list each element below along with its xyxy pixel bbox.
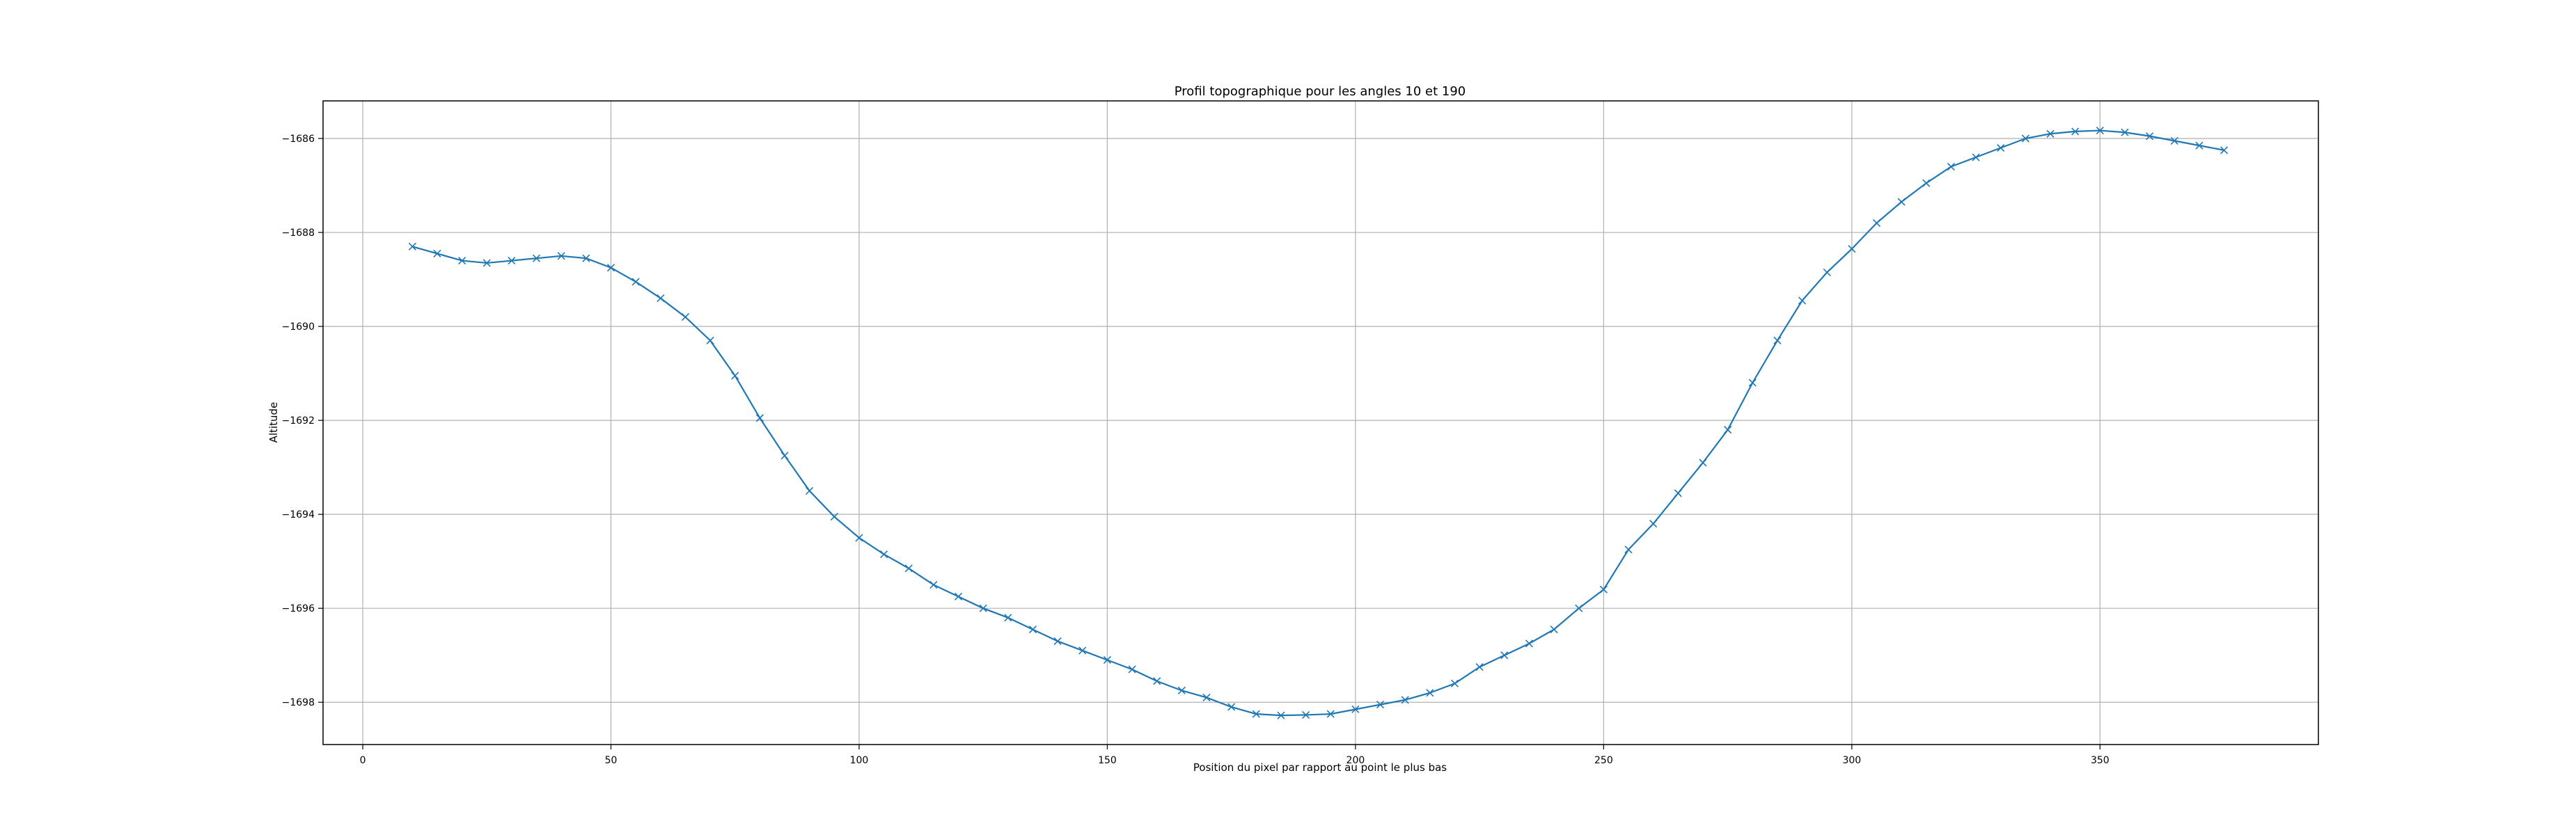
data-point-marker (1376, 701, 1385, 709)
y-tick-label: −1692 (282, 415, 315, 427)
data-point-marker (706, 336, 714, 344)
x-tick-label: 250 (1594, 755, 1613, 766)
y-tick-label: −1686 (282, 134, 315, 145)
data-point-marker (1153, 677, 1161, 685)
x-tick-label: 100 (850, 755, 869, 766)
data-point-marker (1624, 546, 1633, 554)
data-point-marker (1724, 426, 1732, 434)
y-tick-label: −1694 (282, 509, 315, 520)
data-point-marker (433, 249, 441, 257)
data-point-marker (1326, 710, 1335, 718)
y-axis-label: Altitude (267, 402, 280, 443)
data-point-marker (1475, 663, 1484, 671)
data-point-marker (2071, 127, 2080, 136)
data-point-marker (1599, 585, 1608, 594)
data-point-marker (1103, 655, 1112, 665)
data-point-marker (1128, 665, 1136, 674)
data-point-marker (2146, 132, 2154, 141)
data-point-marker (557, 252, 565, 260)
data-point-marker (1028, 626, 1037, 634)
data-point-marker (1997, 143, 2005, 152)
data-point-marker (880, 550, 888, 559)
y-tick-label: −1698 (282, 697, 315, 708)
plot-frame (322, 100, 2319, 745)
data-point-marker (780, 452, 789, 460)
data-point-marker (1699, 459, 1707, 467)
data-point-marker (1674, 489, 1682, 498)
data-point-marker (2170, 136, 2178, 145)
data-point-marker (1227, 703, 1236, 711)
data-point-marker (1872, 218, 1881, 228)
data-point-marker (1947, 162, 1955, 171)
data-point-marker (1550, 626, 1558, 634)
grid-lines (323, 101, 2318, 745)
data-point-marker (731, 372, 739, 380)
data-point-marker (929, 580, 938, 589)
data-point-marker (2220, 146, 2229, 154)
data-point-marker (2096, 126, 2104, 135)
data-point-marker (1277, 711, 1285, 719)
data-point-marker (1401, 696, 1409, 704)
data-point-marker (1078, 646, 1087, 655)
data-point-marker (1922, 179, 1931, 187)
data-point-marker (532, 254, 541, 262)
x-tick-label: 200 (1346, 755, 1365, 766)
data-point-marker (755, 414, 764, 422)
data-point-marker (1525, 639, 1533, 648)
data-point-marker (2021, 134, 2029, 143)
data-point-marker (1748, 379, 1757, 387)
data-point-marker (1823, 268, 1831, 277)
data-point-marker (458, 256, 466, 265)
data-point-marker (631, 278, 640, 286)
data-point-marker (1897, 198, 1906, 206)
data-point-marker (904, 564, 913, 573)
data-point-marker (1450, 679, 1459, 687)
data-point-marker (830, 512, 838, 521)
data-point-marker (1649, 520, 1658, 528)
x-tick-label: 300 (1842, 755, 1861, 766)
data-point-marker (606, 264, 615, 272)
data-point-marker (1351, 705, 1360, 713)
x-tick-label: 350 (2091, 755, 2110, 766)
data-point-marker (1202, 693, 1211, 702)
data-point-marker (1972, 153, 1980, 161)
data-point-marker (657, 294, 665, 303)
data-point-marker (1252, 710, 1260, 718)
x-axis-label: Position du pixel par rapport au point l… (1193, 761, 1447, 774)
data-point-marker (482, 259, 491, 267)
data-point-marker (1848, 245, 1856, 253)
data-point-marker (954, 592, 963, 601)
data-point-marker (1053, 637, 1062, 646)
data-point-marker (2195, 141, 2204, 150)
data-point-marker (408, 242, 416, 250)
y-tick-label: −1696 (282, 603, 315, 614)
data-point-marker (508, 256, 516, 265)
chart-title: Profil topographique pour les angles 10 … (1175, 84, 1466, 99)
data-point-marker (2046, 129, 2055, 138)
series-markers (408, 126, 2229, 719)
data-point-marker (1302, 710, 1310, 719)
data-point-marker (582, 254, 590, 262)
data-point-marker (806, 486, 814, 495)
data-point-marker (1004, 614, 1012, 622)
data-point-marker (1426, 689, 1434, 697)
x-axis-ticks: 0 50 100 150 200 250 300 350 (360, 745, 2110, 766)
x-tick-label: 0 (360, 755, 366, 766)
data-point-marker (1177, 686, 1186, 694)
data-point-marker (1773, 336, 1782, 344)
data-point-marker (681, 313, 690, 321)
y-tick-label: −1690 (282, 321, 315, 333)
data-point-marker (855, 534, 863, 542)
data-point-marker (1500, 651, 1509, 660)
data-point-marker (1575, 604, 1583, 612)
y-tick-label: −1688 (282, 228, 315, 239)
series-line (412, 129, 2224, 717)
data-point-marker (979, 604, 987, 612)
y-axis-ticks: −1686 −1688 −1690 −1692 −1694 −1696 −1698 (282, 134, 323, 708)
data-point-marker (1798, 296, 1807, 305)
data-point-marker (2121, 128, 2129, 136)
x-tick-label: 150 (1098, 755, 1117, 766)
x-tick-label: 50 (605, 755, 618, 766)
